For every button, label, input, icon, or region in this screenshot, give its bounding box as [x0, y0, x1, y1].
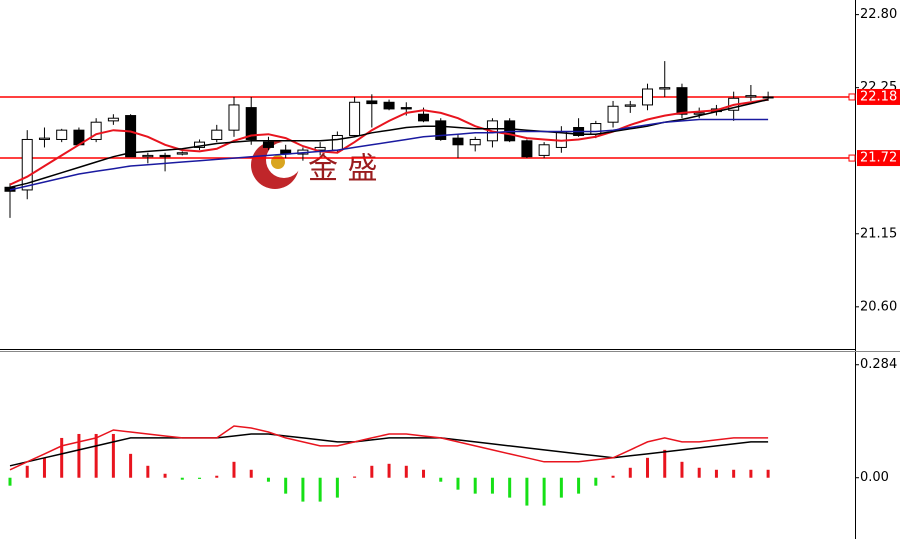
candle-body [176, 152, 188, 155]
histogram-bar [473, 477, 477, 494]
candle-body [159, 154, 171, 158]
candle-body [56, 129, 68, 140]
histogram-bar [732, 469, 736, 478]
y-tick-label: 20.60 [860, 299, 897, 314]
histogram-bar [766, 469, 770, 478]
histogram-bar [456, 477, 460, 490]
candle-body [90, 121, 102, 140]
price-level-label: 22.18 [860, 89, 897, 104]
histogram-bar [439, 477, 443, 482]
candle-body [331, 134, 343, 151]
histogram-bar [180, 477, 184, 480]
candle-body [469, 138, 481, 146]
histogram-bar [60, 437, 64, 478]
candle-body [21, 138, 33, 191]
candle-body [38, 137, 50, 140]
candle-body [676, 87, 688, 115]
histogram-bar [370, 465, 374, 478]
candle-body [659, 87, 671, 90]
histogram-bar [628, 467, 632, 478]
candle-body [745, 95, 757, 98]
candle-body [400, 107, 412, 110]
histogram-bar [611, 475, 615, 478]
indicator-line [9, 98, 769, 189]
y-tick-label: 21.15 [860, 226, 897, 241]
candle-body [435, 120, 447, 140]
histogram-bar [749, 469, 753, 478]
histogram-bar [129, 453, 133, 478]
price-level-label: 21.72 [860, 151, 897, 166]
histogram-bar [422, 469, 426, 478]
candle-body [228, 104, 240, 131]
histogram-bar [318, 477, 322, 502]
histogram-bar [525, 477, 529, 506]
histogram-bar [714, 469, 718, 478]
histogram-bar [8, 477, 12, 486]
histogram-bar [198, 477, 202, 479]
histogram-bar [559, 477, 563, 498]
candle-body [521, 140, 533, 158]
histogram-bar [594, 477, 598, 486]
watermark: 金 盛 [308, 152, 378, 187]
price-level-box [848, 154, 856, 162]
candle-body [142, 154, 154, 158]
candle-body [349, 101, 361, 136]
histogram-bar [94, 433, 98, 478]
candle-body [642, 88, 654, 106]
candle-body [314, 146, 326, 151]
indicator-line [9, 433, 769, 467]
histogram-bar [387, 463, 391, 478]
candle-body [107, 117, 119, 122]
candle-body [538, 144, 550, 156]
indicator-line [9, 425, 769, 471]
y-tick-label: 0.284 [860, 357, 897, 372]
histogram-bar [508, 477, 512, 498]
histogram-bar [335, 477, 339, 498]
price-level-tag [857, 88, 900, 105]
candle-body [624, 104, 636, 107]
histogram-bar [284, 477, 288, 494]
indicator-line [9, 98, 769, 186]
histogram-bar [77, 433, 81, 478]
candle-body [125, 115, 137, 158]
histogram-bar [232, 461, 236, 478]
candle-body [590, 123, 602, 135]
candle-body [452, 137, 464, 146]
histogram-bar [146, 465, 150, 478]
histogram-bar [215, 475, 219, 478]
y-tick-label: 22.80 [860, 7, 897, 22]
indicator-line [9, 118, 769, 191]
histogram-bar [490, 477, 494, 494]
candle-body [366, 100, 378, 105]
candle-body [555, 130, 567, 148]
histogram-bar [646, 457, 650, 478]
histogram-bar [680, 461, 684, 478]
candle-body [607, 105, 619, 123]
histogram-bar [577, 477, 581, 494]
histogram-bar [663, 449, 667, 478]
histogram-bar [353, 476, 357, 478]
histogram-bar [111, 433, 115, 478]
histogram-bar [25, 465, 29, 478]
histogram-bar [697, 467, 701, 478]
price-level-box [848, 93, 856, 101]
histogram-bar [163, 473, 167, 478]
candle-body [262, 141, 274, 148]
histogram-bar [249, 469, 253, 478]
candle-body [418, 113, 430, 122]
price-level-tag [857, 150, 900, 167]
candle-body [383, 101, 395, 110]
y-tick-label: 0.00 [860, 470, 889, 485]
candle-body [211, 129, 223, 140]
candle-body [245, 107, 257, 140]
histogram-bar [542, 477, 546, 506]
histogram-bar [404, 465, 408, 478]
candle-body [762, 96, 774, 99]
histogram-bar [301, 477, 305, 502]
histogram-bar [266, 477, 270, 482]
candle-body [693, 112, 705, 115]
histogram-bar [42, 457, 46, 478]
